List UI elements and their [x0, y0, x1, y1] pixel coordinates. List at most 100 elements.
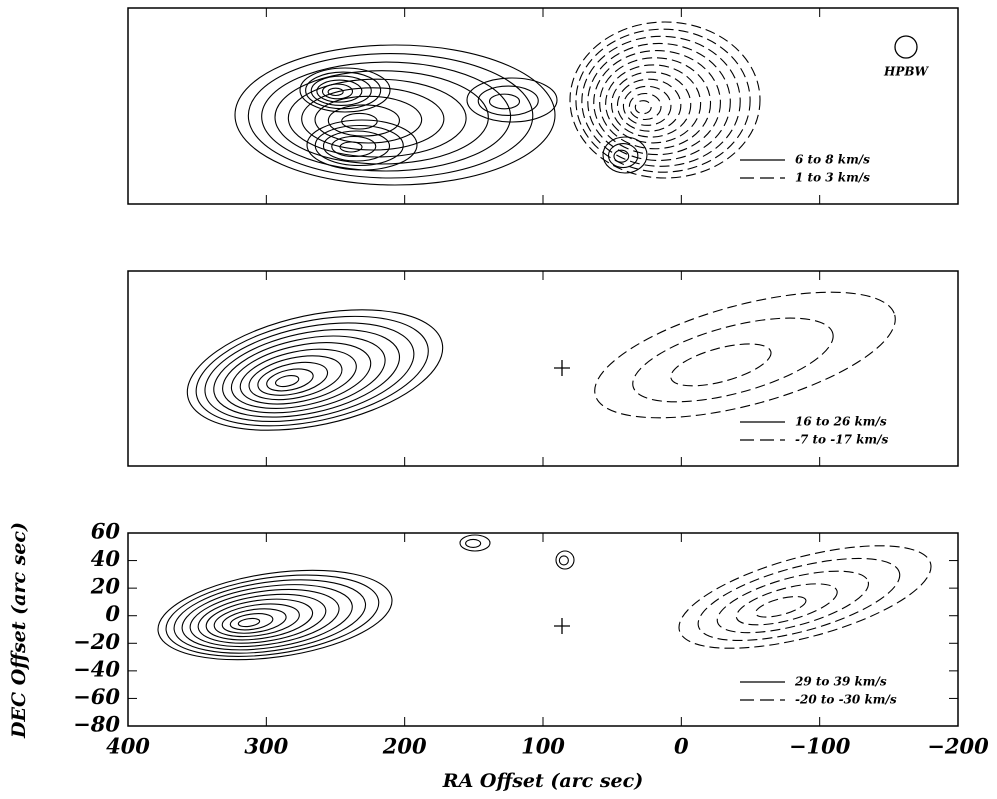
y-tick-label: 40 — [91, 546, 121, 571]
contour — [248, 355, 343, 401]
contour — [222, 335, 386, 414]
y-tick-label: 20 — [90, 574, 121, 599]
contour — [488, 93, 521, 110]
legend-label: -20 to -30 km/s — [795, 693, 897, 707]
contour — [195, 315, 429, 427]
x-axis-label: RA Offset (arc sec) — [442, 770, 643, 792]
contour — [299, 67, 391, 113]
contour — [274, 375, 300, 388]
x-tick-label: −100 — [789, 734, 851, 759]
legend-label: 1 to 3 km/s — [795, 171, 870, 185]
contour — [634, 100, 652, 115]
contour — [306, 119, 418, 171]
contour — [205, 598, 314, 641]
contour — [339, 141, 363, 153]
contour — [321, 83, 354, 100]
x-tick-label: 100 — [521, 734, 565, 759]
contour — [173, 579, 367, 654]
contour — [593, 50, 721, 156]
contour — [287, 78, 467, 158]
contour — [261, 61, 512, 172]
contour — [266, 368, 314, 392]
x-tick-label: −200 — [927, 734, 989, 759]
contour — [237, 617, 261, 628]
y-axis-label: DEC Offset (arc sec) — [8, 522, 30, 739]
y-tick-label: −60 — [73, 684, 120, 709]
contour — [558, 555, 569, 566]
contour — [204, 322, 415, 423]
contour — [234, 44, 556, 186]
contour — [622, 85, 672, 126]
contour — [230, 342, 372, 409]
contour — [213, 328, 401, 418]
contour — [602, 136, 648, 174]
contour — [569, 21, 761, 179]
y-tick-label: 0 — [105, 601, 120, 626]
x-tick-label: 200 — [382, 734, 427, 759]
contour — [274, 70, 489, 165]
contour — [189, 588, 340, 648]
contour — [697, 557, 901, 641]
contour — [301, 87, 445, 151]
contour — [165, 574, 380, 657]
contour — [459, 534, 491, 552]
contour — [239, 348, 357, 405]
contour — [587, 42, 731, 161]
panel: 16 to 26 km/s -7 to -17 km/s — [127, 270, 959, 467]
contour — [632, 317, 834, 403]
y-tick-label: −20 — [73, 629, 120, 654]
contour — [607, 143, 639, 169]
contour — [735, 583, 838, 626]
contour — [314, 124, 404, 167]
contour — [466, 77, 558, 123]
panel: 6 to 8 km/s 1 to 3 km/s HPBW — [127, 7, 959, 205]
contour — [327, 104, 400, 137]
contour — [594, 291, 896, 419]
contour — [605, 64, 702, 144]
contour — [754, 596, 807, 618]
contour — [613, 149, 630, 163]
x-tick-label: 300 — [244, 734, 288, 759]
center-cross — [554, 618, 570, 634]
contour — [181, 584, 353, 651]
y-tick-label: 60 — [91, 519, 121, 544]
center-cross — [554, 360, 570, 376]
y-tick-label: −80 — [73, 712, 120, 737]
legend-label: 6 to 8 km/s — [795, 153, 870, 167]
contour — [197, 593, 327, 644]
beam-circle — [894, 35, 918, 59]
plots: 6 to 8 km/s 1 to 3 km/s HPBW 16 to 26 km/s -… — [8, 7, 989, 792]
x-tick-label: 400 — [106, 734, 150, 759]
legend-label: 29 to 39 km/s — [794, 675, 887, 689]
contour — [611, 71, 692, 138]
contour — [616, 78, 682, 132]
contour — [678, 545, 932, 649]
contour — [221, 608, 287, 634]
contour — [257, 361, 329, 396]
contour — [465, 538, 482, 548]
contour — [327, 87, 344, 97]
legend-label: 16 to 26 km/s — [795, 415, 887, 429]
contour — [575, 28, 751, 173]
contour — [555, 550, 575, 570]
contour — [477, 85, 539, 116]
x-tick-label: 0 — [674, 734, 689, 759]
contour — [314, 95, 423, 144]
contour — [310, 75, 372, 106]
beam-label: HPBW — [883, 65, 930, 79]
contour — [581, 35, 741, 167]
contour — [322, 130, 391, 162]
contour — [331, 135, 377, 158]
contour — [628, 92, 662, 121]
contour — [157, 569, 393, 661]
contour — [247, 53, 534, 179]
legend-label: -7 to -17 km/s — [795, 433, 888, 447]
contour — [599, 57, 712, 150]
contour — [229, 613, 274, 631]
contour — [186, 309, 444, 431]
contour — [316, 79, 363, 103]
contour — [716, 570, 870, 634]
y-tick-label: −40 — [73, 656, 120, 681]
contour — [670, 343, 772, 387]
contour — [213, 603, 300, 638]
